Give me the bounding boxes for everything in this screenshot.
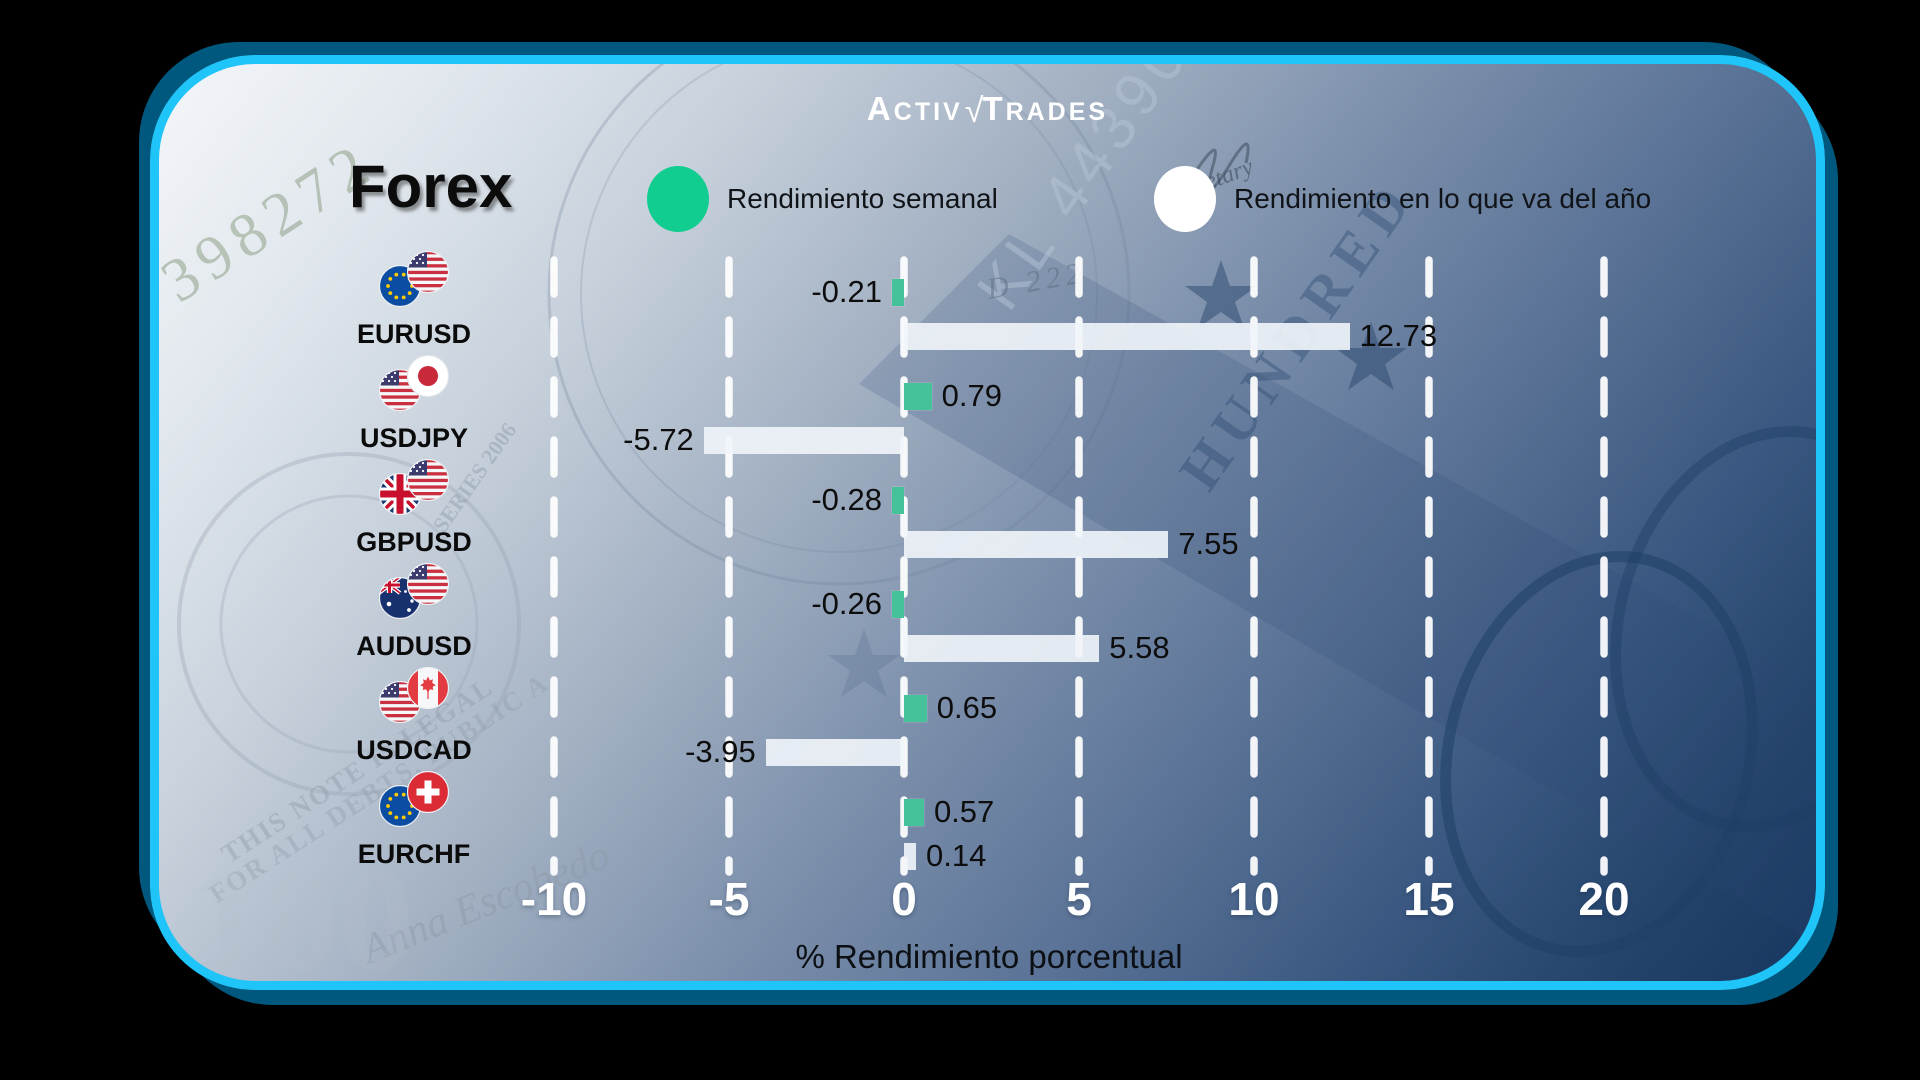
x-axis-title: % Rendimiento porcentual bbox=[795, 938, 1183, 975]
pair-label-usdjpy: USDJPY bbox=[359, 423, 469, 453]
weekly-value-eurusd: -0.21 bbox=[811, 274, 882, 309]
ytd-value-usdjpy: -5.72 bbox=[623, 422, 694, 457]
pair-label-gbpusd: GBPUSD bbox=[356, 527, 472, 557]
x-tick-15: 15 bbox=[1403, 873, 1455, 925]
logo-radical-mark: √ bbox=[964, 92, 984, 130]
x-tick-0: 0 bbox=[891, 873, 917, 925]
pair-label-eurusd: EURUSD bbox=[356, 319, 471, 349]
forex-infographic-card: 398272 KL 44390 Secretary D 222 SERIES 2… bbox=[150, 55, 1825, 990]
logo-text-right: Trades bbox=[982, 90, 1109, 127]
weekly-bar-usdcad bbox=[904, 695, 927, 722]
ytd-bar-gbpusd bbox=[904, 531, 1169, 558]
flag-pair-eurchf bbox=[377, 771, 453, 829]
ytd-value-usdcad: -3.95 bbox=[685, 734, 756, 769]
flag-pair-eurusd bbox=[377, 251, 453, 309]
ytd-value-gbpusd: 7.55 bbox=[1178, 526, 1239, 561]
ytd-value-eurusd: 12.73 bbox=[1359, 318, 1438, 353]
bar-chart: -10 -5 0 5 10 15 20 EURUSD -0.21 12.73 USDJPY 0.79 -… bbox=[159, 64, 1816, 981]
x-tick-5: 5 bbox=[1066, 873, 1092, 925]
flag-ca-icon bbox=[407, 667, 449, 709]
weekly-value-usdjpy: 0.79 bbox=[941, 378, 1002, 413]
weekly-bar-eurchf bbox=[904, 799, 924, 826]
page-title: Forex bbox=[349, 153, 513, 220]
ytd-bar-usdjpy bbox=[703, 427, 904, 454]
legend-weekly: Rendimiento semanal bbox=[647, 164, 998, 234]
weekly-bar-gbpusd bbox=[892, 487, 904, 514]
weekly-value-audusd: -0.26 bbox=[811, 586, 882, 621]
x-tick-10: 10 bbox=[1228, 873, 1280, 925]
weekly-legend-label: Rendimiento semanal bbox=[727, 183, 998, 214]
weekly-bar-audusd bbox=[892, 591, 904, 618]
ytd-value-eurchf: 0.14 bbox=[926, 838, 987, 873]
ytd-value-audusd: 5.58 bbox=[1109, 630, 1170, 665]
pair-label-eurchf: EURCHF bbox=[357, 839, 471, 869]
weekly-value-usdcad: 0.65 bbox=[936, 690, 998, 725]
x-tick-20: 20 bbox=[1578, 873, 1630, 925]
activtrades-logo: Activ√Trades bbox=[159, 90, 1816, 131]
flag-pair-usdcad bbox=[377, 667, 453, 725]
flag-us-icon bbox=[407, 459, 449, 501]
flag-us-icon bbox=[407, 251, 449, 293]
flag-jp-icon bbox=[407, 355, 449, 397]
legend-ytd: Rendimiento en lo que va del año bbox=[1154, 164, 1651, 234]
ytd-bar-eurusd bbox=[904, 323, 1350, 350]
ytd-bar-usdcad bbox=[765, 739, 904, 766]
flag-pair-audusd bbox=[377, 563, 453, 621]
flag-pair-gbpusd bbox=[377, 459, 453, 517]
weekly-bar-usdjpy bbox=[904, 383, 932, 410]
x-tick--5: -5 bbox=[708, 873, 750, 925]
x-tick--10: -10 bbox=[520, 873, 588, 925]
weekly-value-gbpusd: -0.28 bbox=[811, 482, 882, 517]
weekly-bar-eurusd bbox=[892, 279, 904, 306]
pair-label-usdcad: USDCAD bbox=[356, 735, 472, 765]
ytd-bar-audusd bbox=[904, 635, 1100, 662]
ytd-legend-label: Rendimiento en lo que va del año bbox=[1234, 183, 1652, 214]
logo-text-left: Activ bbox=[866, 90, 963, 127]
ytd-bar-eurchf bbox=[904, 843, 916, 870]
weekly-value-eurchf: 0.57 bbox=[933, 794, 995, 829]
ytd-legend-dot-icon bbox=[1154, 166, 1216, 232]
weekly-legend-dot-icon bbox=[647, 166, 709, 232]
pair-label-audusd: AUDUSD bbox=[356, 631, 472, 661]
flag-us-icon bbox=[407, 563, 449, 605]
flag-pair-usdjpy bbox=[377, 355, 453, 413]
flag-ch-icon bbox=[407, 771, 449, 813]
